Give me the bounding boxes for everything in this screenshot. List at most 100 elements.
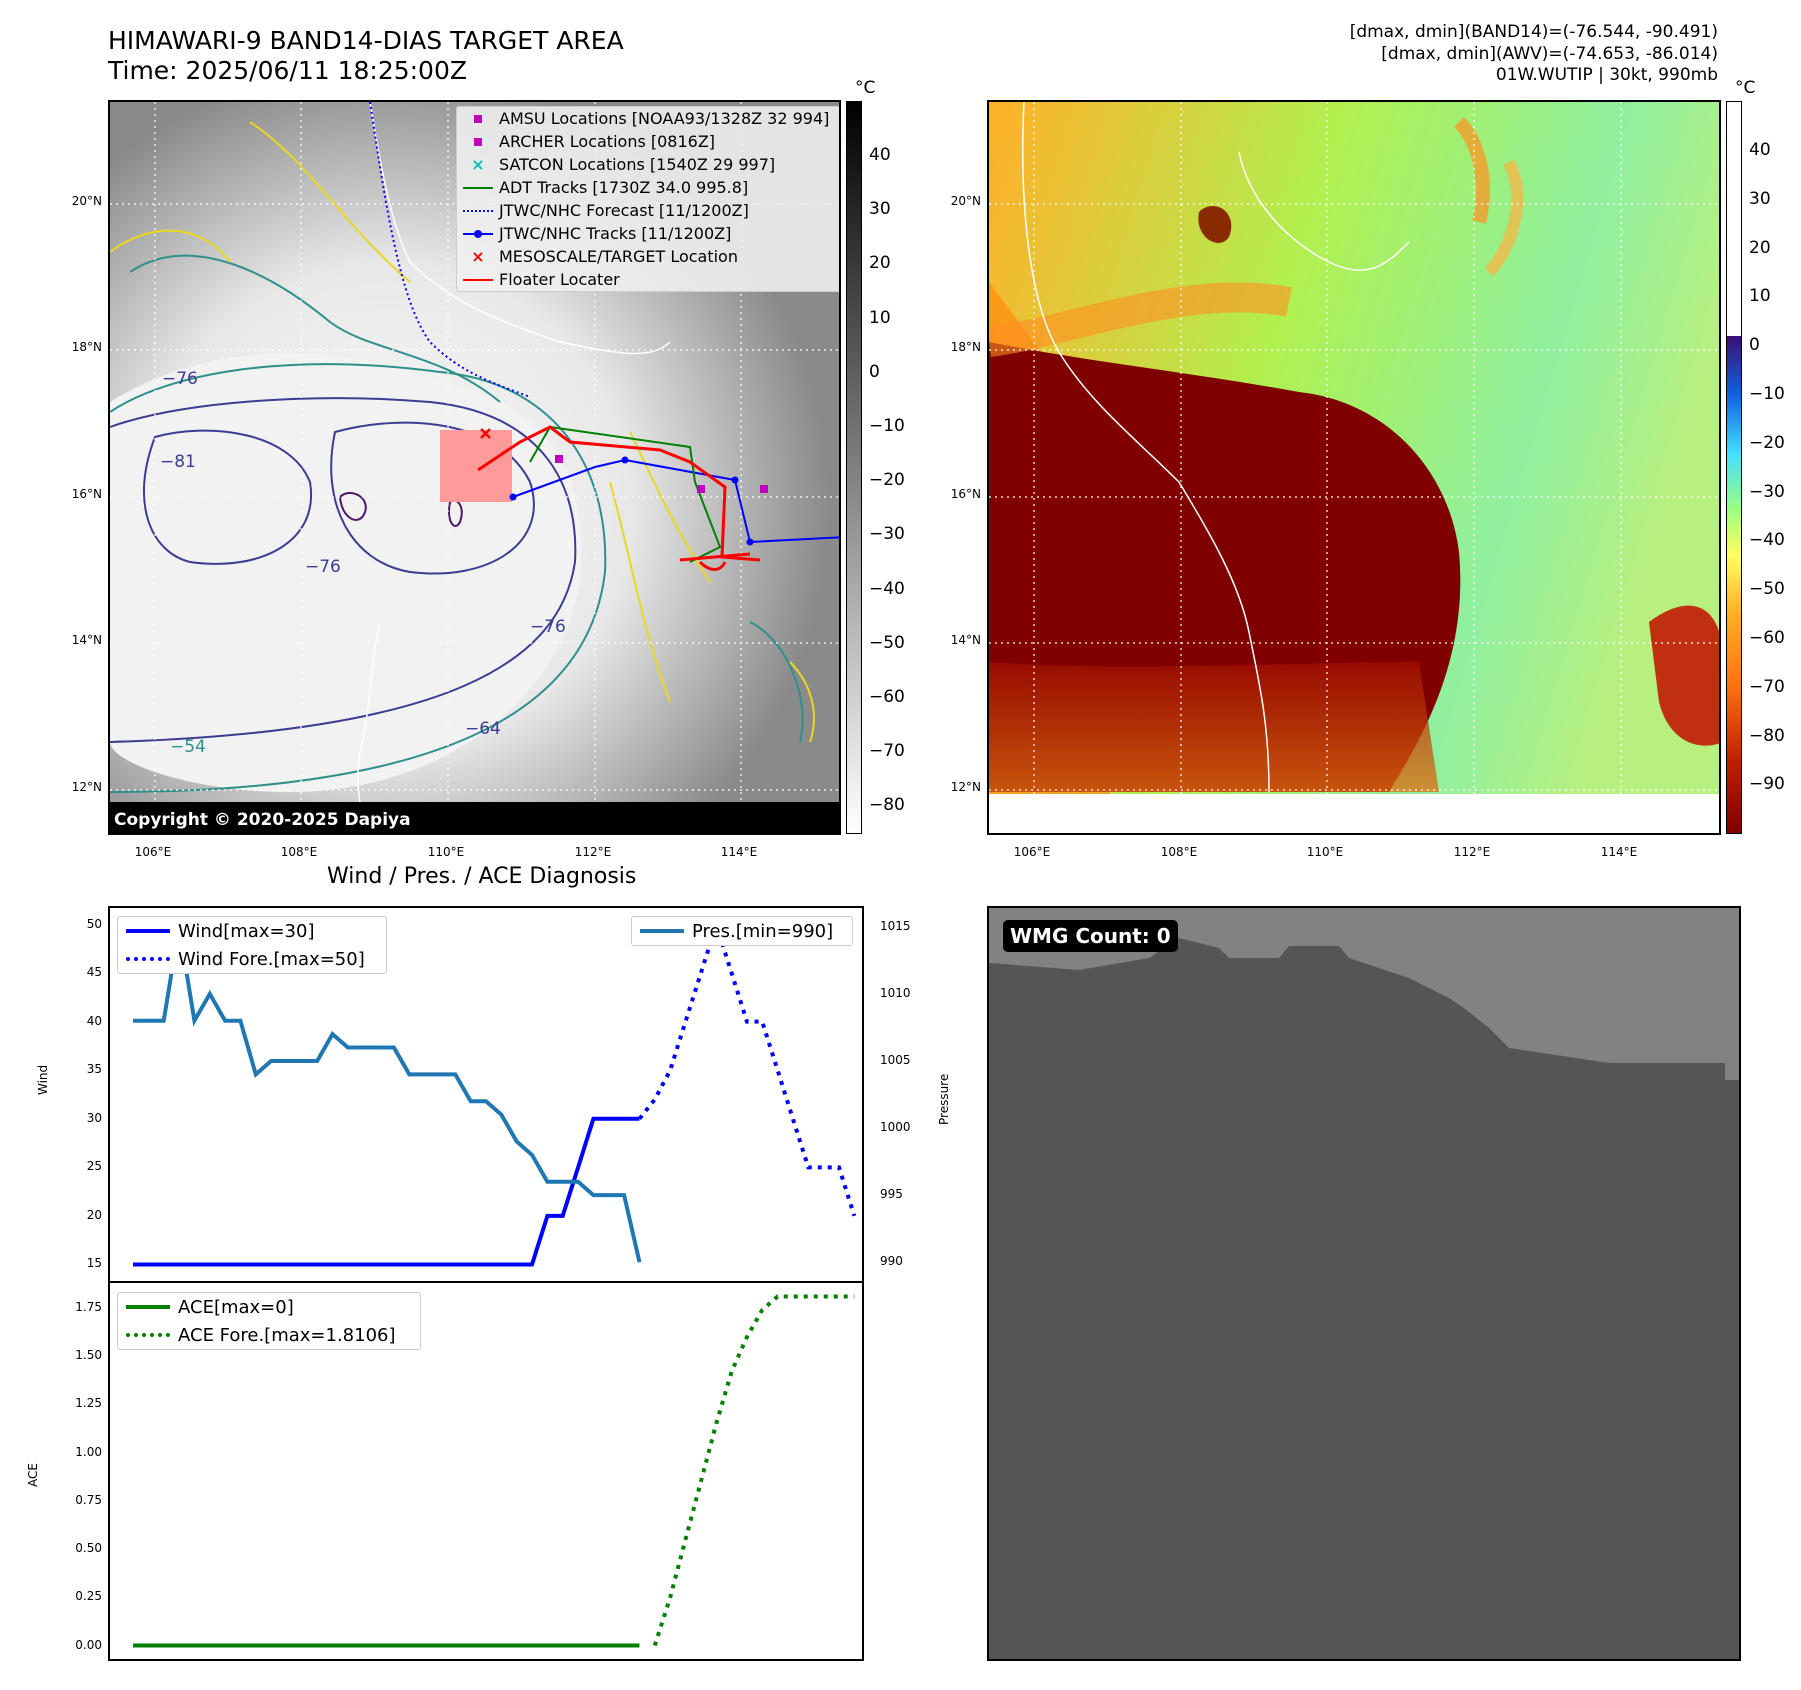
y-tick-label: 0.00 <box>75 1637 102 1652</box>
lon-label: 112°E <box>574 845 612 859</box>
awv-range: [dmax, dmin](AWV)=(-74.653, -86.014) <box>1381 44 1718 64</box>
colorbar-tick-label: 30 <box>869 199 891 220</box>
colorbar-tick-label: 10 <box>1749 286 1771 307</box>
wmg-graphic <box>989 908 1739 1080</box>
y-tick-label: 0.25 <box>75 1589 102 1604</box>
legend-item-adt: ADT Tracks [1730Z 34.0 995.8] <box>457 176 839 199</box>
storm-info: 01W.WUTIP | 30kt, 990mb <box>1495 65 1718 85</box>
lat-label: 14°N <box>950 633 981 647</box>
colorbar-tick-label: −70 <box>1749 676 1785 697</box>
lat-label: 12°N <box>950 780 981 794</box>
y-tick-label: 0.50 <box>75 1541 102 1556</box>
diagnosis-divider <box>108 1281 864 1283</box>
y-tick-label: 0.75 <box>75 1492 102 1507</box>
colorbar-tick-label: 40 <box>1749 140 1771 160</box>
lat-label: 16°N <box>71 487 102 501</box>
colorbar-tick-label: −30 <box>1749 481 1785 502</box>
contour-label: −54 <box>170 737 206 757</box>
legend-item-amsu: AMSU Locations [NOAA93/1328Z 32 994] <box>457 107 839 130</box>
lon-label: 112°E <box>1453 845 1491 859</box>
y-tick-label: 35 <box>86 1062 102 1077</box>
lon-label: 106°E <box>134 845 172 859</box>
y-tick-label: 1005 <box>880 1052 911 1067</box>
colorbar-tick-label: −40 <box>1749 530 1785 551</box>
lat-label: 16°N <box>950 487 981 501</box>
ir-map-panel: −76 −81 −76 −76 −64 −54 AMSU Locations [… <box>108 100 841 835</box>
legend-item-wind-forecast: Wind Fore.[max=50] <box>118 945 386 973</box>
contour-label: −76 <box>530 617 566 637</box>
floater-track <box>477 425 761 562</box>
y-tick-label: 1.00 <box>75 1444 102 1459</box>
colorbar-tick-label: −50 <box>1749 579 1785 600</box>
colorbar-tick-label: −10 <box>1749 384 1785 404</box>
ir-colorbar-unit: °C <box>855 78 876 98</box>
y-tick-label: 40 <box>86 1013 102 1028</box>
wmg-count-badge: WMG Count: 0 <box>1003 920 1178 952</box>
y-tick-label: 1.50 <box>75 1348 102 1363</box>
y-tick-label: 1015 <box>880 918 911 933</box>
lon-label: 108°E <box>280 845 318 859</box>
colorbar-tick-label: 0 <box>1749 335 1760 356</box>
legend-item-wind: Wind[max=30] <box>118 917 386 945</box>
ace-legend: ACE[max=0] ACE Fore.[max=1.8106] <box>117 1292 421 1350</box>
colorbar-tick-label: −20 <box>869 470 905 491</box>
diagnosis-title: Wind / Pres. / ACE Diagnosis <box>327 864 637 889</box>
lon-label: 114°E <box>720 845 758 859</box>
colorbar-tick-label: −10 <box>869 416 905 436</box>
colorbar-tick-label: −50 <box>869 632 905 653</box>
awv-colorbar <box>1726 101 1742 834</box>
target-area-box <box>440 430 512 502</box>
y-tick-label: 50 <box>86 916 102 931</box>
y-tick-label: 990 <box>880 1254 903 1269</box>
lon-label: 114°E <box>1600 845 1638 859</box>
colorbar-tick-label: −80 <box>869 795 905 816</box>
legend-item-pressure: Pres.[min=990] <box>632 917 852 945</box>
legend-item-target: × MESOSCALE/TARGET Location <box>471 247 738 266</box>
map-legend: AMSU Locations [NOAA93/1328Z 32 994] ARC… <box>456 106 839 292</box>
colorbar-tick-label: −60 <box>869 687 905 707</box>
legend-item-ace: ACE[max=0] <box>118 1293 420 1321</box>
legend-item-archer: ARCHER Locations [0816Z] <box>457 130 839 153</box>
chart-title: HIMAWARI-9 BAND14-DIAS TARGET AREA <box>108 26 624 55</box>
wind-axis-label: Wind <box>36 1064 50 1095</box>
y-tick-label: 20 <box>86 1207 102 1222</box>
lon-label: 110°E <box>1306 845 1344 859</box>
lat-label: 14°N <box>71 633 102 647</box>
y-tick-label: 1.25 <box>75 1396 102 1411</box>
colorbar-tick-label: 40 <box>869 145 891 165</box>
y-tick-label: 45 <box>86 965 102 980</box>
awv-map-panel <box>987 100 1721 835</box>
colorbar-tick-label: −70 <box>869 741 905 762</box>
ir-colorbar <box>846 101 862 834</box>
colorbar-tick-label: 10 <box>869 307 891 328</box>
colorbar-tick-label: 0 <box>869 361 880 382</box>
lon-label: 106°E <box>1013 845 1051 859</box>
lon-label: 110°E <box>427 845 465 859</box>
colorbar-tick-label: −80 <box>1749 725 1785 746</box>
jtwc-best-track <box>512 458 839 544</box>
colorbar-tick-label: −20 <box>1749 432 1785 453</box>
band14-range: [dmax, dmin](BAND14)=(-76.544, -90.491) <box>1349 22 1718 42</box>
colorbar-tick-label: −40 <box>869 578 905 599</box>
awv-colorbar-unit: °C <box>1735 78 1756 98</box>
colorbar-tick-label: −30 <box>869 524 905 545</box>
chart-time: Time: 2025/06/11 18:25:00Z <box>108 56 467 85</box>
diagnosis-panel <box>108 906 864 1661</box>
wind-legend: Wind[max=30] Wind Fore.[max=50] <box>117 916 387 974</box>
lon-label: 108°E <box>1160 845 1198 859</box>
colorbar-tick-label: −60 <box>1749 628 1785 648</box>
y-tick-label: 1.75 <box>75 1300 102 1315</box>
pressure-legend: Pres.[min=990] <box>631 916 853 946</box>
y-tick-label: 30 <box>86 1110 102 1125</box>
awv-map-graphic <box>989 102 1719 833</box>
y-tick-label: 25 <box>86 1159 102 1174</box>
legend-item-ace-forecast: ACE Fore.[max=1.8106] <box>118 1321 420 1349</box>
colorbar-tick-label: 30 <box>1749 188 1771 209</box>
y-tick-label: 15 <box>86 1256 102 1271</box>
contour-label: −81 <box>160 452 196 472</box>
colorbar-tick-label: −90 <box>1749 774 1785 795</box>
colorbar-tick-label: 20 <box>869 253 891 274</box>
lat-label: 18°N <box>71 340 102 354</box>
y-tick-label: 1000 <box>880 1120 911 1135</box>
y-tick-label: 995 <box>880 1187 903 1202</box>
